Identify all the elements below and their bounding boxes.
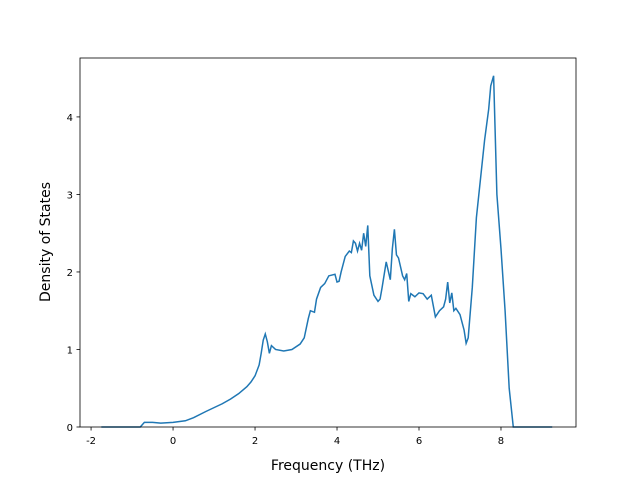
y-tick-label: 4	[67, 113, 73, 124]
y-tick-label: 3	[67, 190, 73, 201]
y-axis-label: Density of States	[38, 182, 54, 302]
y-tick-label: 0	[67, 423, 73, 434]
data-line	[101, 75, 553, 428]
x-tick-label: 0	[170, 436, 176, 447]
x-tick-label: 8	[498, 436, 504, 447]
x-tick-label: -2	[86, 436, 96, 447]
x-tick-label: 4	[334, 436, 340, 447]
x-axis-label: Frequency (THz)	[271, 458, 385, 474]
x-tick-label: 6	[416, 436, 422, 447]
x-tick-label: 2	[252, 436, 258, 447]
plot-frame	[79, 57, 577, 428]
y-tick-label: 2	[67, 268, 73, 279]
y-tick-label: 1	[67, 345, 73, 356]
